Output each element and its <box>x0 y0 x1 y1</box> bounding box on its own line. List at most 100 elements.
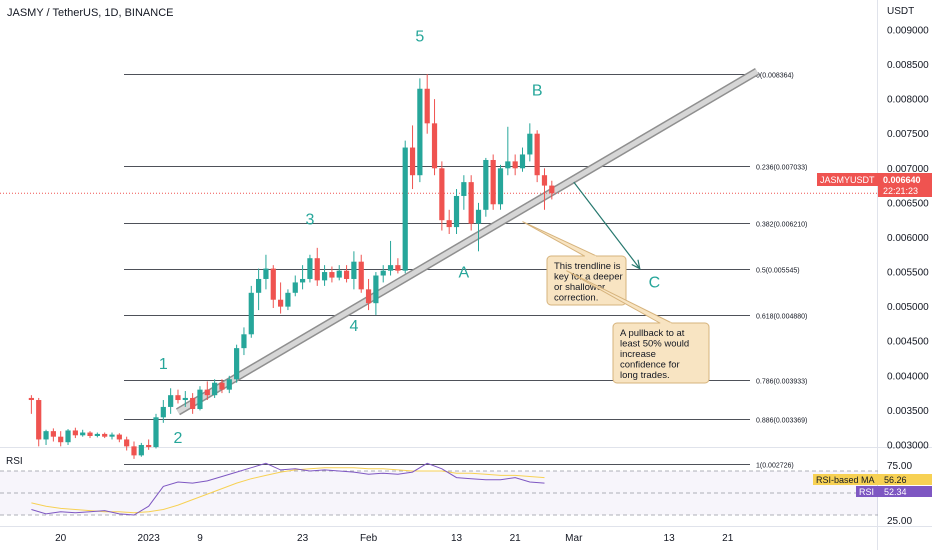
candle-body[interactable] <box>483 159 489 210</box>
candle-body[interactable] <box>182 397 188 401</box>
candle-body[interactable] <box>541 175 548 186</box>
candle-body[interactable] <box>116 434 122 440</box>
candle-body[interactable] <box>94 433 100 436</box>
candle-body[interactable] <box>402 147 408 271</box>
elliott-wave-labels[interactable]: 1 2 3 4 5 A B C <box>159 29 660 447</box>
time-axis[interactable]: 20 2023 9 23 Feb 13 21 Mar 13 21 <box>55 533 734 544</box>
candle-body[interactable] <box>138 444 144 456</box>
candle-body[interactable] <box>351 261 357 279</box>
wave-label-1[interactable]: 1 <box>159 356 168 373</box>
candle-body[interactable] <box>512 161 518 169</box>
candle-body[interactable] <box>28 397 34 401</box>
candle-body[interactable] <box>256 278 262 293</box>
candle-body[interactable] <box>409 147 416 176</box>
candle-body[interactable] <box>380 270 386 276</box>
candle-body[interactable] <box>87 432 93 436</box>
candle-body[interactable] <box>263 268 269 279</box>
rsi-panel[interactable]: 75.00 25.00 <box>0 461 912 527</box>
candle-body[interactable] <box>387 265 394 271</box>
candle-body[interactable] <box>549 185 555 194</box>
projection-arrow-line[interactable] <box>573 181 641 269</box>
candle-body[interactable] <box>505 161 511 169</box>
candle-body[interactable] <box>453 195 460 228</box>
rsi-line[interactable] <box>31 462 545 516</box>
candle-body[interactable] <box>109 434 115 437</box>
rsi-ma-line[interactable] <box>31 467 545 514</box>
rsi-label: RSI <box>859 487 874 497</box>
candle-body[interactable] <box>299 278 306 283</box>
candle-body[interactable] <box>365 289 372 304</box>
candle-body[interactable] <box>204 389 210 396</box>
candle-body[interactable] <box>343 270 350 279</box>
wave-label-a[interactable]: A <box>459 265 470 282</box>
candle-body[interactable] <box>146 444 152 448</box>
candle-body[interactable] <box>497 168 504 205</box>
candle-body[interactable] <box>102 433 108 437</box>
candle-body[interactable] <box>285 292 291 307</box>
candle-body[interactable] <box>519 154 526 169</box>
candle-body[interactable] <box>490 159 496 205</box>
candle-body[interactable] <box>278 299 284 307</box>
candle-body[interactable] <box>219 382 225 390</box>
support-trendline[interactable] <box>175 68 760 416</box>
wave-label-3[interactable]: 3 <box>305 211 314 228</box>
candle-body[interactable] <box>336 270 342 278</box>
candle-body[interactable] <box>358 261 364 290</box>
callout-seam <box>584 255 596 258</box>
candle-body[interactable] <box>226 379 232 390</box>
candle-body[interactable] <box>439 168 445 221</box>
candle-body[interactable] <box>65 430 71 443</box>
candle-body[interactable] <box>36 400 42 440</box>
candle-body[interactable] <box>292 282 298 293</box>
candle-body[interactable] <box>461 182 467 196</box>
wave-label-5[interactable]: 5 <box>415 29 424 46</box>
candle-body[interactable] <box>241 334 247 349</box>
candle-body[interactable] <box>321 272 328 281</box>
candle-body[interactable] <box>307 258 313 279</box>
candle-body[interactable] <box>329 272 335 278</box>
candle-body[interactable] <box>468 182 474 224</box>
wave-label-b[interactable]: B <box>532 83 543 100</box>
candle-body[interactable] <box>373 275 379 304</box>
candle-body[interactable] <box>431 123 438 169</box>
candle-body[interactable] <box>190 397 196 410</box>
rsi-band <box>0 471 878 515</box>
candle-body[interactable] <box>160 406 166 418</box>
candle-body[interactable] <box>395 265 401 271</box>
wave-label-2[interactable]: 2 <box>174 430 183 447</box>
candle-body[interactable] <box>212 382 218 396</box>
candle-body[interactable] <box>248 292 254 335</box>
time-tick-label: 9 <box>197 533 203 544</box>
candle-body[interactable] <box>50 431 56 437</box>
candle-body[interactable] <box>197 389 203 410</box>
wave-label-4[interactable]: 4 <box>349 318 358 335</box>
candle-body[interactable] <box>314 258 320 281</box>
candle-body[interactable] <box>124 439 130 447</box>
candle-body[interactable] <box>80 432 86 436</box>
symbol-badge[interactable] <box>817 173 878 186</box>
candlestick-series[interactable] <box>28 74 555 459</box>
candle-body[interactable] <box>234 348 240 380</box>
candle-body[interactable] <box>527 133 533 155</box>
candle-body[interactable] <box>446 220 452 228</box>
time-tick-label: 21 <box>722 533 734 544</box>
candle-body[interactable] <box>417 88 423 176</box>
candle-body[interactable] <box>168 395 174 407</box>
candle-body[interactable] <box>58 436 64 443</box>
candle-body[interactable] <box>153 417 159 448</box>
candle-body[interactable] <box>270 268 276 300</box>
candle-body[interactable] <box>534 133 540 176</box>
wave-label-c[interactable]: C <box>649 274 661 291</box>
candle-body[interactable] <box>43 431 49 440</box>
price-tick-label: 0.003000 <box>887 440 929 451</box>
projection-arrow[interactable] <box>573 181 641 270</box>
rsi-tick-label: 25.00 <box>887 516 912 527</box>
candle-body[interactable] <box>475 209 482 224</box>
candle-body[interactable] <box>175 395 181 401</box>
candle-body[interactable] <box>72 430 78 436</box>
candle-body[interactable] <box>131 446 137 456</box>
candle-body[interactable] <box>424 88 430 124</box>
price-tick-label: 0.008000 <box>887 95 929 106</box>
